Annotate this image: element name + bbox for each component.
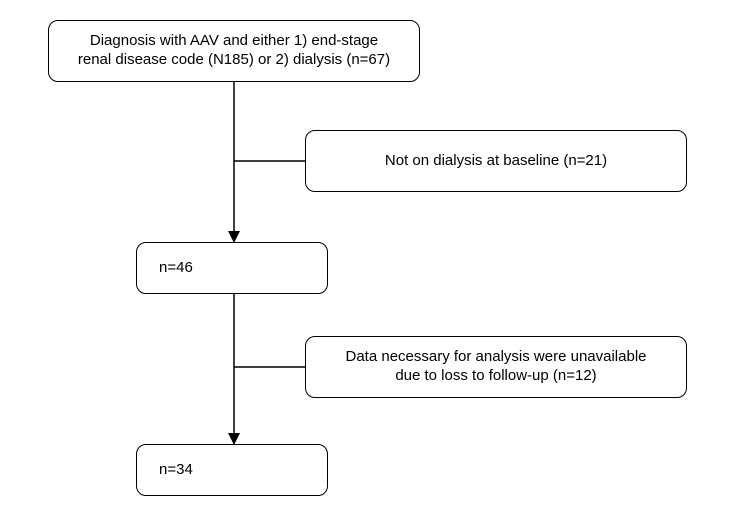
- node-exclude2-text: Data necessary for analysis were unavail…: [316, 348, 676, 386]
- node-mid-text: n=46: [159, 259, 327, 278]
- node-top-text: Diagnosis with AAV and either 1) end-sta…: [59, 32, 409, 70]
- node-mid: n=46: [136, 242, 328, 294]
- node-exclude1-text: Not on dialysis at baseline (n=21): [316, 152, 676, 171]
- flowchart-canvas: Diagnosis with AAV and either 1) end-sta…: [0, 0, 733, 513]
- node-exclude2: Data necessary for analysis were unavail…: [305, 336, 687, 398]
- node-bottom: n=34: [136, 444, 328, 496]
- node-top: Diagnosis with AAV and either 1) end-sta…: [48, 20, 420, 82]
- node-bottom-text: n=34: [159, 461, 327, 480]
- node-exclude1: Not on dialysis at baseline (n=21): [305, 130, 687, 192]
